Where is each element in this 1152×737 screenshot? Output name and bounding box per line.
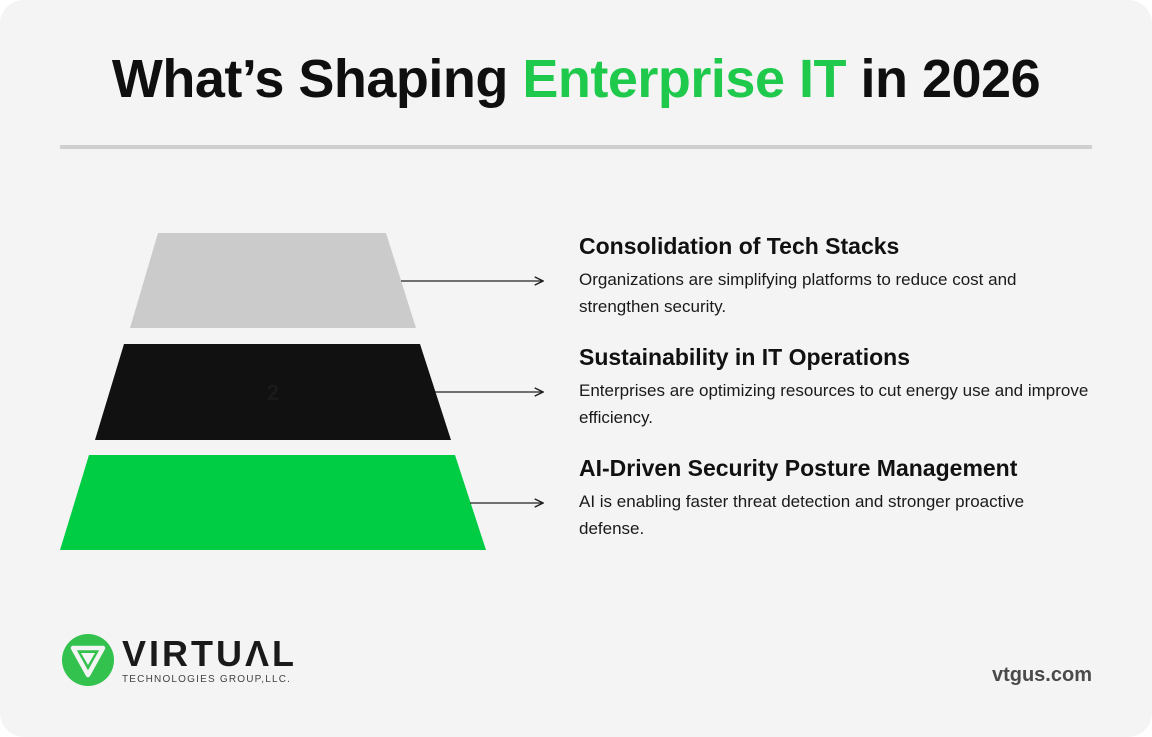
trend-item-3-title: AI-Driven Security Posture Management [579, 455, 1018, 481]
brand-subtitle: TECHNOLOGIES GROUP,LLC. [122, 674, 292, 685]
trend-item-3-description: AI is enabling faster threat detection a… [579, 492, 1025, 538]
brand-name: VIRTUΛL [122, 633, 298, 674]
title-accent: Enterprise IT [522, 49, 846, 109]
trend-item-2-description: Enterprises are optimizing resources to … [579, 381, 1089, 427]
trend-item-2-title: Sustainability in IT Operations [579, 344, 910, 370]
title-part-2: in 2026 [845, 49, 1041, 109]
pyramid-tier-2 [95, 344, 451, 440]
title-divider [60, 145, 1092, 149]
brand-mark-icon [62, 634, 114, 686]
page-title: What’s Shaping Enterprise IT in 2026 [0, 48, 1152, 110]
website-link[interactable]: vtgus.com [991, 664, 1092, 686]
trend-item-1-description: Organizations are simplifying platforms … [579, 270, 1017, 316]
trend-item-1: Consolidation of Tech Stacks Organizatio… [579, 232, 1099, 320]
trend-item-1-title: Consolidation of Tech Stacks [579, 233, 900, 259]
pyramid-tier-1 [130, 233, 416, 328]
trend-item-2: Sustainability in IT Operations Enterpri… [579, 343, 1099, 431]
pyramid-tier-2-label: 2 [267, 380, 279, 405]
pyramid-tier-3 [60, 455, 486, 550]
title-part-1: What’s Shaping [111, 49, 523, 109]
brand-logo: VIRTUΛL TECHNOLOGIES GROUP,LLC. [60, 632, 294, 693]
trend-item-3: AI-Driven Security Posture Management AI… [579, 454, 1099, 542]
